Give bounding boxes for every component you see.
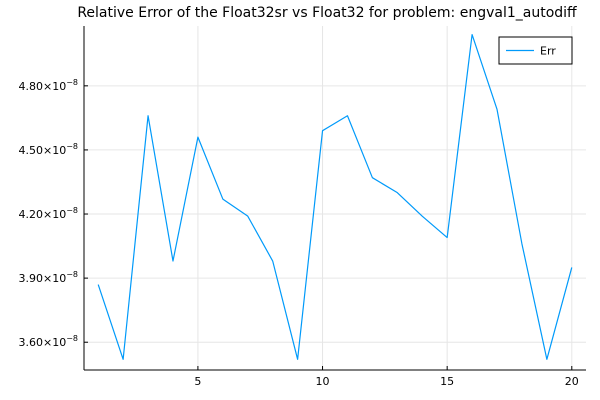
legend: Err <box>498 36 573 65</box>
x-tick-label: 10 <box>316 375 330 388</box>
legend-label: Err <box>540 45 556 58</box>
x-tick-label: 20 <box>565 375 579 388</box>
y-tick-label: 4.80×10−8 <box>18 78 78 93</box>
x-tick-label: 5 <box>194 375 201 388</box>
y-tick-label: 3.60×10−8 <box>18 334 78 349</box>
series-line-err <box>97 33 573 360</box>
chart-title: Relative Error of the Float32sr vs Float… <box>77 5 577 21</box>
x-tick-label: 15 <box>440 375 454 388</box>
y-tick-label: 3.90×10−8 <box>18 270 78 285</box>
tick-labels: 5 10 15 20 3.60×10−8 3.90×10−8 4.20×10−8 4.50×1… <box>18 78 578 388</box>
series-layer <box>97 33 573 360</box>
y-tick-label: 4.50×10−8 <box>18 142 78 157</box>
y-tick-label: 4.20×10−8 <box>18 206 78 221</box>
grid <box>84 26 586 370</box>
axes <box>83 26 586 371</box>
